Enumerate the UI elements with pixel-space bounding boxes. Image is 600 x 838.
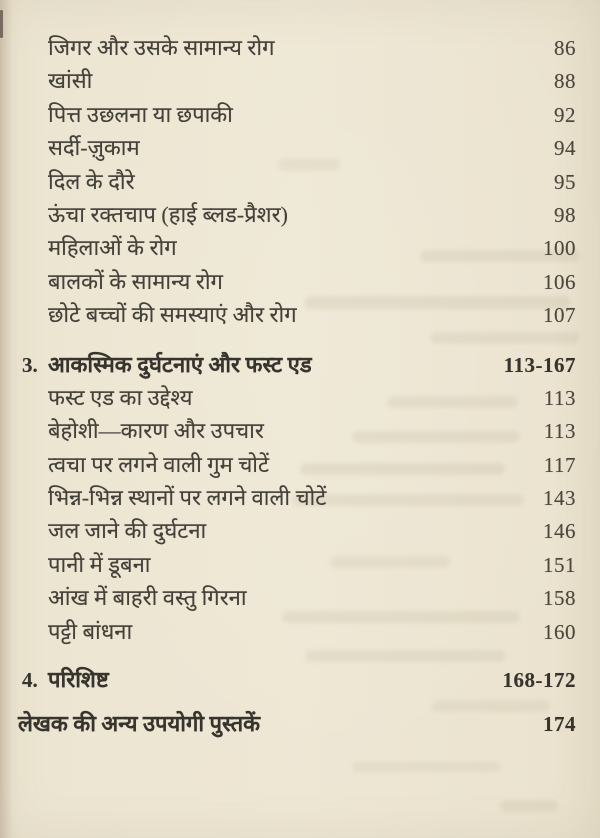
toc-entry-page: 86 <box>554 36 576 60</box>
toc-entry: पट्टी बांधना 160 <box>0 615 600 648</box>
toc-entry-title: खांसी <box>48 68 93 94</box>
toc-entry: पानी में डूबना 151 <box>0 548 600 581</box>
toc-entry-title: लेखक की अन्य उपयोगी पुस्तकें <box>18 711 261 737</box>
toc-entry-page: 107 <box>543 303 576 328</box>
toc-entry-title: पित्त उछलना या छपाकी <box>48 101 233 127</box>
toc-entry-title: महिलाओं के रोग <box>48 235 177 261</box>
toc-entry: छोटे बच्चों की समस्याएं और रोग 107 <box>0 298 600 331</box>
toc-entry-page: 106 <box>543 269 576 294</box>
toc-entry: 4. परिशिष्ट 168-172 <box>0 663 600 696</box>
toc-entry-title: जिगर और उसके सामान्य रोग <box>48 35 275 60</box>
toc-entry-page: 174 <box>543 712 576 737</box>
show-through-smudge <box>499 800 559 812</box>
toc-entry-title: त्वचा पर लगने वाली गुम चोटें <box>48 451 270 477</box>
toc-entry-page: 151 <box>543 552 576 577</box>
toc-entry-title: ऊंचा रक्तचाप (हाई ब्लड-प्रैशर) <box>48 201 288 227</box>
toc-entry-page: 94 <box>554 136 576 161</box>
toc-entry: जल जाने की दुर्घटना 146 <box>0 514 600 547</box>
toc-entry-number: 3. <box>22 352 38 377</box>
toc-entry-title: आंख में बाहरी वस्तु गिरना <box>48 585 247 611</box>
toc-entry-number: 4. <box>22 668 38 693</box>
toc-entry-title: जल जाने की दुर्घटना <box>48 518 207 544</box>
toc-entry-page: 88 <box>554 69 576 94</box>
toc-entry: भिन्न-भिन्न स्थानों पर लगने वाली चोटें 14… <box>0 481 600 514</box>
toc-entry-title: परिशिष्ट <box>48 667 109 693</box>
toc-entry-title: बालकों के सामान्य रोग <box>48 268 223 294</box>
toc-entry-page: 158 <box>543 586 576 611</box>
toc-entry: जिगर और उसके सामान्य रोग 86 <box>0 31 600 64</box>
toc-entry: 3. आकस्मिक दुर्घटनाएं और फस्ट एड 113-167 <box>0 348 600 381</box>
toc-entry-title: पानी में डूबना <box>48 551 151 577</box>
toc-entry-title: आकस्मिक दुर्घटनाएं और फस्ट एड <box>48 351 312 377</box>
toc-entry-title: फस्ट एड का उद्देश्य <box>48 384 193 410</box>
toc-entry: लेखक की अन्य उपयोगी पुस्तकें 174 <box>0 707 600 740</box>
toc-entry-title: दिल के दौरे <box>48 168 135 194</box>
toc-entry-page: 117 <box>543 452 576 477</box>
toc-entry-page: 113 <box>543 419 576 444</box>
toc-entry-page: 113 <box>543 385 576 410</box>
toc-entry-page: 92 <box>554 102 576 127</box>
toc-list: जिगर और उसके सामान्य रोग 86 खांसी 88 पित्त उ… <box>0 31 600 741</box>
toc-entry-page: 113-167 <box>503 352 576 377</box>
toc-entry: दिल के दौरे 95 <box>0 165 600 198</box>
toc-entry: आंख में बाहरी वस्तु गिरना 158 <box>0 581 600 614</box>
toc-entry-page: 98 <box>554 202 576 227</box>
toc-entry-page: 168-172 <box>502 668 576 693</box>
toc-entry-title: सर्दी-ज़ुकाम <box>48 135 140 161</box>
toc-entry: फस्ट एड का उद्देश्य 113 <box>0 381 600 414</box>
toc-entry-title: पट्टी बांधना <box>48 618 133 644</box>
toc-entry: बेहोशी—कारण और उपचार 113 <box>0 414 600 447</box>
toc-entry-title: बेहोशी—कारण और उपचार <box>48 418 264 444</box>
toc-entry: त्वचा पर लगने वाली गुम चोटें 117 <box>0 448 600 481</box>
toc-entry-page: 160 <box>543 619 576 644</box>
toc-entry-page: 146 <box>543 519 576 544</box>
show-through-smudge <box>351 762 501 772</box>
toc-entry-page: 100 <box>543 236 576 261</box>
scan-gutter-mark <box>0 10 3 38</box>
toc-entry: ऊंचा रक्तचाप (हाई ब्लड-प्रैशर) 98 <box>0 198 600 231</box>
toc-entry-title: भिन्न-भिन्न स्थानों पर लगने वाली चोटें <box>48 485 327 511</box>
toc-entry: सर्दी-ज़ुकाम 94 <box>0 131 600 164</box>
toc-entry-title: छोटे बच्चों की समस्याएं और रोग <box>48 302 297 328</box>
toc-entry: पित्त उछलना या छपाकी 92 <box>0 98 600 131</box>
toc-entry-page: 143 <box>543 486 576 511</box>
toc-entry: बालकों के सामान्य रोग 106 <box>0 265 600 298</box>
toc-entry-page: 95 <box>554 169 576 194</box>
toc-entry: खांसी 88 <box>0 64 600 97</box>
toc-entry: महिलाओं के रोग 100 <box>0 231 600 264</box>
